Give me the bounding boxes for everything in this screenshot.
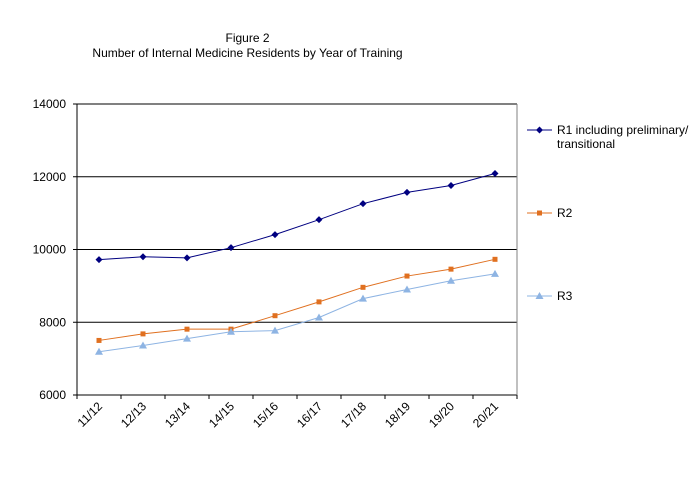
legend-marker [536, 126, 543, 134]
x-tick-label: 18/19 [382, 399, 413, 430]
legend-item-r1: R1 including preliminary/transitional [527, 123, 689, 151]
axes: 6000 8000 10000 12000 14000 11/12 12/13 13/14 14… [33, 97, 518, 430]
legend: R1 including preliminary/transitional R2 R… [527, 123, 689, 303]
x-tick-label: 13/14 [162, 399, 193, 430]
chart-title: Figure 2 [225, 31, 270, 45]
data-point [447, 276, 455, 284]
data-point [359, 294, 367, 302]
data-point [447, 181, 455, 189]
data-point [139, 253, 147, 261]
legend-item-r2: R2 [527, 206, 573, 220]
x-tick-label: 14/15 [206, 399, 237, 430]
data-point [227, 244, 235, 252]
y-tick-label: 12000 [33, 170, 67, 184]
data-point [491, 169, 499, 177]
y-tick-label: 10000 [33, 243, 67, 257]
y-tick-label: 14000 [33, 97, 67, 111]
legend-label: R2 [557, 206, 573, 220]
data-point [403, 285, 411, 293]
data-point [95, 347, 103, 355]
legend-marker [535, 292, 544, 299]
data-point [271, 326, 279, 334]
series-line [98, 273, 496, 353]
data-point [360, 284, 366, 290]
data-point [316, 299, 322, 305]
chart-subtitle: Number of Internal Medicine Residents by… [92, 46, 403, 60]
data-point [183, 334, 191, 342]
data-point [271, 231, 279, 239]
data-point [492, 256, 498, 262]
data-point [140, 331, 146, 337]
legend-marker [537, 210, 542, 216]
legend-label: R3 [557, 289, 573, 303]
data-point [272, 313, 278, 319]
gridlines [77, 103, 517, 323]
data-point [139, 341, 147, 349]
data-point [403, 188, 411, 196]
data-point [315, 313, 323, 321]
series-r1 [95, 169, 499, 264]
x-tick-label: 17/18 [338, 399, 369, 430]
series-r2 [96, 256, 498, 343]
x-tick-label: 19/20 [426, 399, 457, 430]
legend-label: transitional [557, 137, 615, 151]
data-point [491, 269, 499, 277]
x-tick-label: 12/13 [118, 399, 149, 430]
data-point [184, 326, 190, 332]
x-tick-label: 15/16 [250, 399, 281, 430]
legend-item-r3: R3 [527, 289, 573, 303]
x-tick-label: 11/12 [75, 399, 106, 430]
x-tick-label: 16/17 [294, 399, 325, 430]
series-r3 [95, 269, 499, 355]
y-tick-label: 6000 [39, 388, 66, 402]
data-point [315, 216, 323, 224]
data-point [448, 266, 454, 272]
series-line [98, 258, 496, 341]
data-point [95, 256, 103, 264]
data-point [183, 254, 191, 262]
data-point [227, 327, 235, 335]
data-point [96, 337, 102, 343]
series-line [98, 172, 496, 261]
data-point [359, 200, 367, 208]
y-tick-label: 8000 [39, 315, 66, 329]
data-point [404, 273, 410, 279]
legend-label: R1 including preliminary/ [557, 123, 689, 137]
x-tick-label: 20/21 [470, 399, 501, 430]
series [95, 169, 499, 355]
